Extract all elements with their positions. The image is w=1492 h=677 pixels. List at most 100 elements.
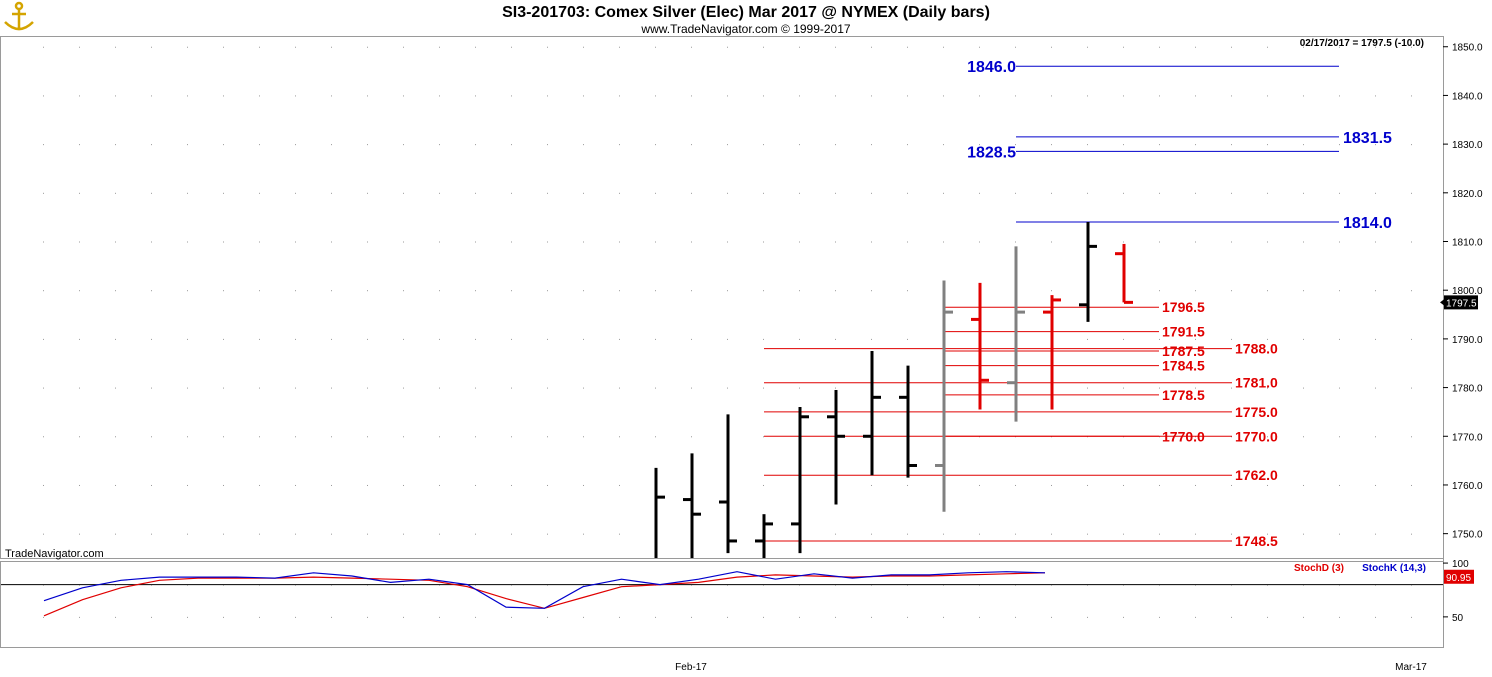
grid-dot — [1339, 484, 1340, 486]
grid-dot — [1339, 387, 1340, 389]
grid-dot — [1051, 616, 1052, 618]
grid-dot — [79, 533, 80, 535]
grid-dot — [763, 144, 764, 146]
grid-dot — [835, 46, 836, 48]
last-price-badge-text: 1797.5 — [1446, 298, 1477, 309]
grid-dot — [439, 387, 440, 389]
grid-dot — [1339, 436, 1340, 438]
grid-dot — [1123, 192, 1124, 194]
grid-dot — [1051, 46, 1052, 48]
y-tick-label: 1760.0 — [1452, 481, 1483, 492]
grid-dot — [43, 290, 44, 292]
grid-dot — [295, 95, 296, 97]
grid-dot — [799, 95, 800, 97]
grid-dot — [511, 192, 512, 194]
value-badges: 1797.5 90.95 — [1440, 295, 1478, 584]
grid-dot — [727, 46, 728, 48]
resistance-label: 1828.5 — [967, 144, 1016, 161]
grid-dot — [907, 95, 908, 97]
grid-dot — [439, 616, 440, 618]
grid-dot — [295, 338, 296, 340]
chart-title: SI3-201703: Comex Silver (Elec) Mar 2017… — [502, 4, 990, 21]
grid-dot — [1339, 338, 1340, 340]
grid-dot — [1411, 46, 1412, 48]
grid-dot — [367, 95, 368, 97]
grid-dot — [1411, 436, 1412, 438]
grid-dot — [1051, 484, 1052, 486]
grid-dot — [331, 387, 332, 389]
grid-dot — [1303, 46, 1304, 48]
grid-dot — [1267, 533, 1268, 535]
grid-dot — [583, 338, 584, 340]
grid-dot — [151, 338, 152, 340]
grid-dot — [367, 241, 368, 243]
grid-dot — [1051, 95, 1052, 97]
grid-dot — [943, 95, 944, 97]
grid-dot — [655, 144, 656, 146]
grid-dot — [79, 144, 80, 146]
grid-dot — [1123, 533, 1124, 535]
grid-dot — [763, 436, 764, 438]
grid-dot — [619, 616, 620, 618]
grid-dot — [295, 144, 296, 146]
chart-subtitle: www.TradeNavigator.com © 1999-2017 — [640, 22, 850, 36]
resistance-label: 1814.0 — [1343, 215, 1392, 232]
grid-dot — [871, 616, 872, 618]
grid-dot — [727, 616, 728, 618]
grid-dot — [511, 436, 512, 438]
grid-dot — [799, 241, 800, 243]
grid-dot — [43, 533, 44, 535]
grid-dot — [115, 387, 116, 389]
grid-dot — [619, 436, 620, 438]
grid-dot — [1195, 241, 1196, 243]
grid-dot — [1231, 533, 1232, 535]
grid-dot — [691, 144, 692, 146]
grid-dot — [259, 436, 260, 438]
stoch-k-line — [43, 571, 1046, 609]
grid-dot — [43, 241, 44, 243]
grid-dot — [1159, 46, 1160, 48]
grid-dot — [691, 338, 692, 340]
grid-dot — [1267, 192, 1268, 194]
grid-dot — [619, 387, 620, 389]
grid-dot — [187, 533, 188, 535]
grid-dot — [835, 144, 836, 146]
grid-dot — [367, 46, 368, 48]
grid-dot — [115, 616, 116, 618]
support-label: 1784.5 — [1162, 358, 1205, 374]
grid-dot — [1303, 290, 1304, 292]
grid-dot — [655, 338, 656, 340]
grid-dot — [979, 616, 980, 618]
grid-dot — [835, 192, 836, 194]
grid-dot — [907, 144, 908, 146]
grid-dot — [943, 241, 944, 243]
grid-dot — [43, 192, 44, 194]
grid-dot — [1159, 192, 1160, 194]
grid-dot — [403, 533, 404, 535]
grid-dot — [1159, 95, 1160, 97]
grid-dot — [871, 46, 872, 48]
grid-dot — [475, 387, 476, 389]
grid-dot — [619, 144, 620, 146]
grid-dot — [259, 387, 260, 389]
grid-dot — [295, 46, 296, 48]
grid-dot — [79, 192, 80, 194]
grid-dot — [331, 144, 332, 146]
support-label: 1796.5 — [1162, 299, 1205, 315]
grid-dot — [259, 46, 260, 48]
x-tick-label-mar: Mar-17 — [1395, 662, 1427, 673]
grid-dot — [1375, 616, 1376, 618]
anchor-logo-icon — [4, 1, 34, 31]
grid-dot — [655, 387, 656, 389]
grid-dot — [871, 533, 872, 535]
grid-dot — [1375, 192, 1376, 194]
grid-dot — [1375, 436, 1376, 438]
grid-dot — [295, 616, 296, 618]
y-tick-label: 1790.0 — [1452, 335, 1483, 346]
grid-dot — [1411, 387, 1412, 389]
last-price-pointer — [1440, 299, 1444, 306]
grid-dot — [1231, 616, 1232, 618]
grid-dot — [403, 192, 404, 194]
grid-dot — [43, 616, 44, 618]
